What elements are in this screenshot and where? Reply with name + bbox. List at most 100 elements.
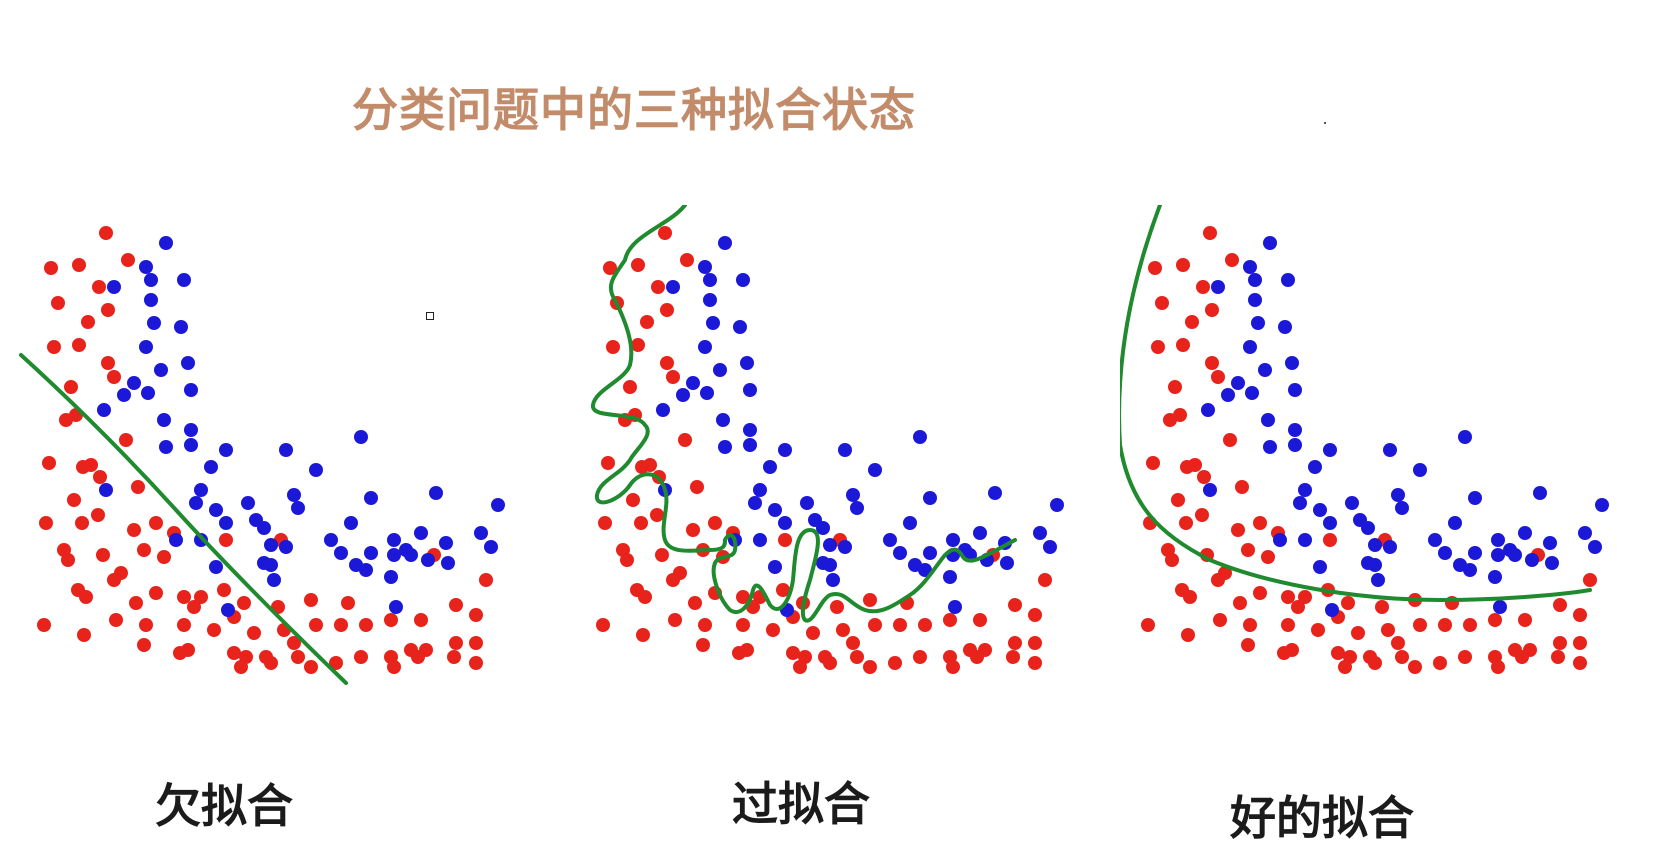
red-point (634, 516, 648, 530)
blue-point (748, 496, 762, 510)
red-point (836, 623, 850, 637)
blue-point (1288, 438, 1302, 452)
red-point (61, 553, 75, 567)
red-point (1225, 253, 1239, 267)
blue-point (309, 463, 323, 477)
red-point (75, 516, 89, 530)
blue-point (1263, 440, 1277, 454)
blue-point (209, 503, 223, 517)
blue-point (846, 488, 860, 502)
blue-point (241, 496, 255, 510)
blue-point (324, 533, 338, 547)
blue-point (703, 293, 717, 307)
blue-point (1361, 556, 1375, 570)
red-point (680, 253, 694, 267)
red-point (77, 628, 91, 642)
panel-overfitting (575, 205, 1095, 740)
red-point (946, 660, 960, 674)
blue-point (117, 388, 131, 402)
red-point (1298, 590, 1312, 604)
blue-point (1488, 570, 1502, 584)
blue-point (491, 498, 505, 512)
blue-point (1468, 491, 1482, 505)
blue-point (184, 383, 198, 397)
red-point (658, 226, 672, 240)
red-point (414, 613, 428, 627)
caption-overfitting: 过拟合 (732, 777, 870, 831)
red-point (973, 613, 987, 627)
red-point (107, 370, 121, 384)
red-point (1196, 280, 1210, 294)
red-point (1148, 261, 1162, 275)
red-point (59, 413, 73, 427)
red-point (1241, 638, 1255, 652)
blue-point (768, 503, 782, 517)
red-point (1518, 613, 1532, 627)
blue-point (279, 540, 293, 554)
blue-point (1543, 536, 1557, 550)
red-point (868, 618, 882, 632)
red-point (850, 650, 864, 664)
red-point (157, 550, 171, 564)
blue-point (421, 553, 435, 567)
red-point (1151, 340, 1165, 354)
blue-point (698, 260, 712, 274)
blue-point (1491, 533, 1505, 547)
red-point (1141, 618, 1155, 632)
blue-point (1391, 488, 1405, 502)
red-point (1163, 413, 1177, 427)
red-point (1553, 598, 1567, 612)
red-point (736, 590, 750, 604)
blue-point (474, 526, 488, 540)
blue-point (1221, 388, 1235, 402)
red-point (603, 261, 617, 275)
red-point (678, 433, 692, 447)
red-point (1168, 380, 1182, 394)
red-point (291, 650, 305, 664)
blue-point (291, 501, 305, 515)
blue-point (1361, 521, 1375, 535)
panel-underfitting (16, 205, 536, 740)
blue-point (838, 540, 852, 554)
red-point (329, 656, 343, 670)
blue-point (948, 600, 962, 614)
red-point (207, 623, 221, 637)
red-point (793, 660, 807, 674)
blue-point (264, 538, 278, 552)
red-point (1291, 600, 1305, 614)
blue-point (1595, 498, 1609, 512)
red-point (139, 618, 153, 632)
blue-point (903, 516, 917, 530)
blue-point (139, 340, 153, 354)
blue-point (1000, 556, 1014, 570)
red-point (1515, 650, 1529, 664)
blue-point (943, 570, 957, 584)
blue-point (127, 376, 141, 390)
blue-point (988, 486, 1002, 500)
blue-point (154, 363, 168, 377)
blue-point (107, 280, 121, 294)
red-point (1281, 590, 1295, 604)
red-point (304, 660, 318, 674)
red-point (1205, 303, 1219, 317)
red-point (177, 590, 191, 604)
red-point (778, 533, 792, 547)
red-point (1231, 523, 1245, 537)
red-point (47, 340, 61, 354)
blue-point (778, 443, 792, 457)
red-point (1573, 656, 1587, 670)
red-point (1395, 650, 1409, 664)
red-point (598, 516, 612, 530)
red-point (91, 508, 105, 522)
blue-point (1323, 516, 1337, 530)
red-point (411, 650, 425, 664)
blue-point (676, 388, 690, 402)
blue-point (1278, 320, 1292, 334)
red-point (81, 315, 95, 329)
blue-point (1508, 548, 1522, 562)
red-point (1433, 656, 1447, 670)
blue-point (913, 430, 927, 444)
red-point (893, 618, 907, 632)
blue-point (883, 533, 897, 547)
blue-point (209, 560, 223, 574)
